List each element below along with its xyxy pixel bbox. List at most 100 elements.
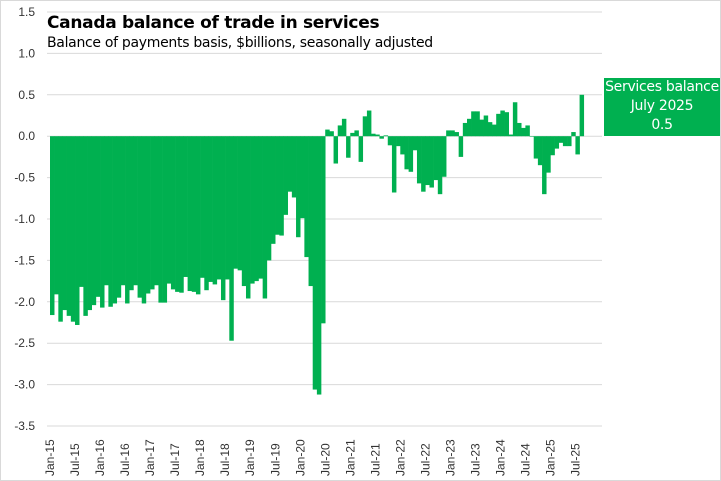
y-tick-label: -2.5 <box>14 336 35 350</box>
bar <box>554 136 560 149</box>
bar <box>358 136 364 162</box>
bar <box>475 111 480 137</box>
bar <box>158 136 163 303</box>
bar <box>362 116 368 137</box>
chart-subtitle: Balance of payments basis, $billions, se… <box>47 35 433 51</box>
x-tick-label: Jul-25 <box>569 443 583 476</box>
y-tick-label: 0.0 <box>18 129 35 143</box>
bar <box>208 136 213 282</box>
bar <box>379 136 384 139</box>
bar <box>58 136 63 322</box>
bar <box>258 136 263 279</box>
x-tick-label: Jul-22 <box>418 443 432 476</box>
x-tick-label: Jan-17 <box>143 439 157 476</box>
bar <box>275 136 280 235</box>
bar <box>220 136 226 301</box>
bar <box>316 136 322 395</box>
bar <box>366 110 372 137</box>
bar <box>329 131 334 137</box>
bar <box>383 135 389 137</box>
bar <box>462 122 468 137</box>
bar <box>120 136 126 286</box>
bar <box>170 136 176 290</box>
bar <box>95 136 101 297</box>
bars <box>50 94 585 395</box>
bar <box>112 136 118 304</box>
bar <box>66 136 72 316</box>
bar <box>216 136 222 280</box>
bar <box>166 136 172 284</box>
bar <box>162 136 168 303</box>
bar <box>446 130 451 137</box>
bar <box>266 136 272 261</box>
bar <box>529 136 535 137</box>
x-tick-label: Jul-21 <box>368 443 382 476</box>
bar <box>487 122 493 137</box>
bar <box>237 136 243 271</box>
bar <box>429 136 434 188</box>
bar <box>321 136 326 324</box>
x-tick-label: Jul-18 <box>218 443 232 476</box>
bar <box>225 136 230 280</box>
bar <box>441 136 447 177</box>
bar <box>291 136 297 198</box>
bar <box>204 136 209 291</box>
bar <box>54 136 59 295</box>
bar <box>391 136 397 193</box>
bar <box>308 136 314 287</box>
bar <box>562 136 568 147</box>
bar <box>437 136 443 195</box>
bar <box>191 136 197 292</box>
callout-label: Services balance <box>605 79 719 95</box>
bar <box>183 136 188 277</box>
bar <box>550 136 555 156</box>
bar <box>62 136 67 311</box>
bar <box>154 136 159 286</box>
bar <box>133 136 138 286</box>
bar <box>467 118 472 137</box>
x-tick-label: Jul-24 <box>518 443 532 476</box>
x-tick-label: Jan-24 <box>493 439 507 476</box>
y-tick-label: -1.0 <box>14 212 35 226</box>
bar <box>396 136 401 147</box>
bar <box>79 136 84 287</box>
bar <box>87 136 92 311</box>
x-tick-label: Jul-16 <box>118 443 132 476</box>
bar <box>279 136 284 236</box>
bar <box>195 136 201 295</box>
bar <box>212 136 218 285</box>
y-tick-label: -3.5 <box>14 419 35 433</box>
x-tick-label: Jan-15 <box>43 439 57 476</box>
bar <box>346 136 351 158</box>
bar <box>416 136 422 184</box>
y-tick-label: 1.0 <box>18 46 35 60</box>
bar <box>496 113 501 137</box>
bar <box>104 136 109 286</box>
bar <box>579 94 585 137</box>
bar <box>525 125 530 137</box>
bar <box>150 136 155 290</box>
bar <box>254 136 259 282</box>
bar <box>283 136 288 215</box>
x-tick-label: Jan-23 <box>443 439 457 476</box>
bar <box>50 136 55 316</box>
bar <box>245 136 251 299</box>
bar <box>141 136 147 304</box>
chart-title: Canada balance of trade in services <box>47 13 380 33</box>
bar <box>558 136 564 143</box>
bar <box>546 136 551 173</box>
bar <box>179 136 184 293</box>
bar <box>508 134 514 137</box>
bar <box>471 111 476 137</box>
bar <box>533 136 539 159</box>
bar <box>404 136 409 170</box>
bar <box>542 136 547 195</box>
bar <box>83 136 88 316</box>
bar <box>450 130 455 137</box>
x-tick-label: Jan-16 <box>93 439 107 476</box>
bar <box>75 136 80 325</box>
bar <box>145 136 151 294</box>
bar <box>175 136 180 292</box>
latest-value-callout: Services balance July 2025 0.5 <box>604 78 720 136</box>
